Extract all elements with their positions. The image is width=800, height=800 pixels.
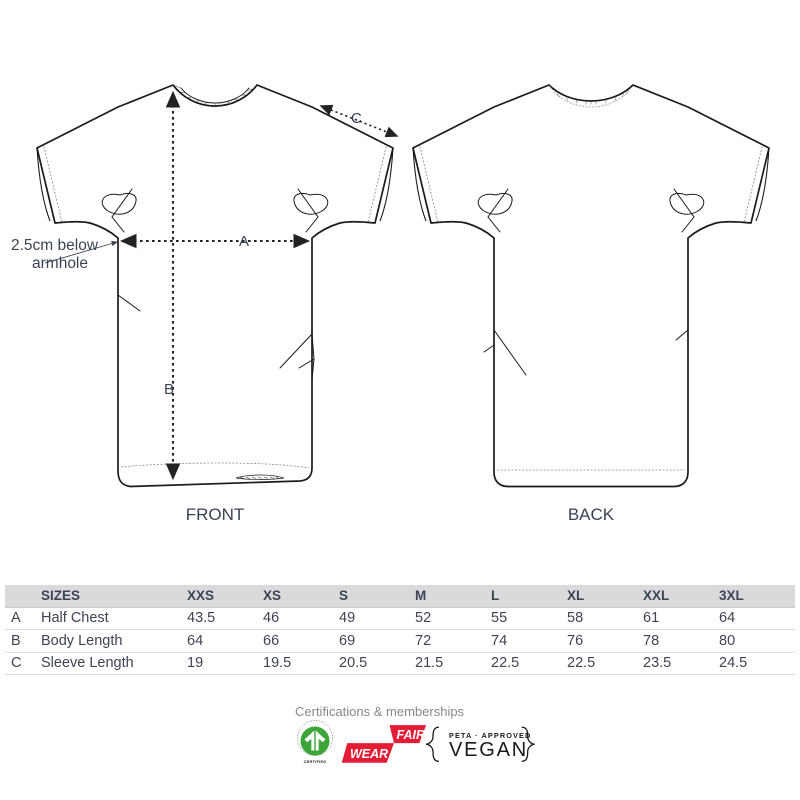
svg-text:CERTIFIED: CERTIFIED	[304, 760, 327, 764]
svg-text:C: C	[351, 110, 362, 127]
svg-text:FRONT: FRONT	[186, 505, 245, 524]
svg-text:FAIR: FAIR	[397, 728, 425, 742]
svg-text:B: B	[164, 381, 174, 398]
svg-text:BACK: BACK	[568, 505, 615, 524]
svg-text:Certifications & memberships: Certifications & memberships	[295, 704, 465, 719]
svg-text:2.5cm below: 2.5cm below	[11, 237, 99, 254]
svg-text:WEAR: WEAR	[350, 747, 388, 761]
svg-text:A: A	[239, 233, 249, 250]
svg-text:armhole: armhole	[32, 255, 88, 272]
svg-text:VEGAN: VEGAN	[449, 739, 528, 761]
